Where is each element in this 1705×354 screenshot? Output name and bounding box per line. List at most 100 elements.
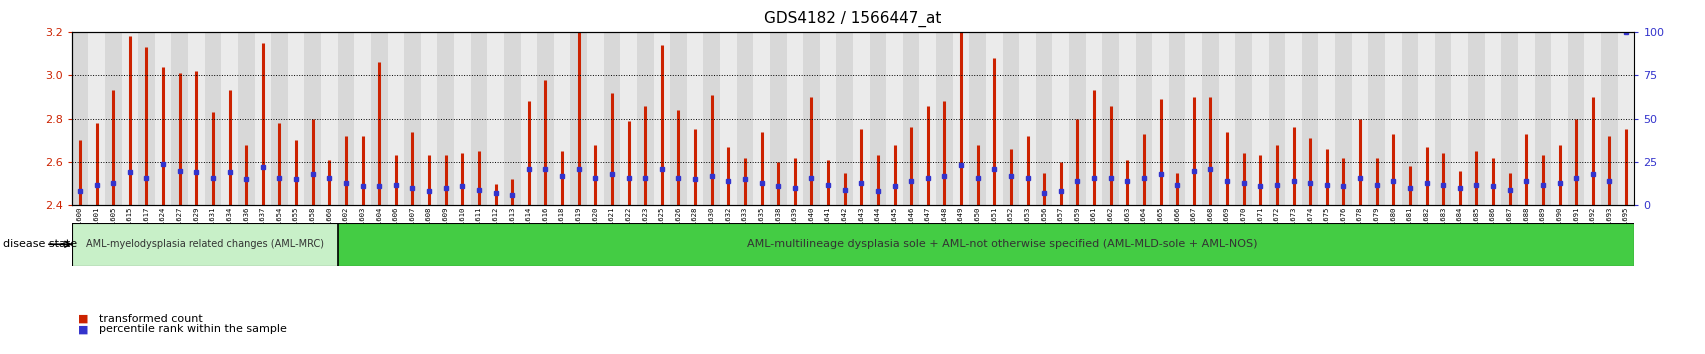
Bar	[985, 32, 1003, 205]
Bar	[488, 32, 503, 205]
Bar	[754, 32, 769, 205]
Bar	[121, 32, 138, 205]
Bar	[205, 32, 222, 205]
Bar	[1483, 32, 1500, 205]
Text: ■: ■	[78, 314, 89, 324]
Bar	[155, 32, 170, 205]
Text: ■: ■	[78, 324, 89, 334]
Bar	[569, 32, 587, 205]
Bar	[653, 32, 670, 205]
Bar	[587, 32, 604, 205]
Bar	[1251, 32, 1269, 205]
Bar	[1567, 32, 1584, 205]
Bar	[404, 32, 421, 205]
Bar	[1035, 32, 1052, 205]
Bar	[321, 32, 338, 205]
Bar	[803, 32, 820, 205]
Bar	[636, 32, 653, 205]
Text: GDS4182 / 1566447_at: GDS4182 / 1566447_at	[764, 11, 941, 27]
Bar	[1234, 32, 1251, 205]
Text: disease state: disease state	[3, 239, 77, 249]
Bar	[621, 32, 636, 205]
Bar	[737, 32, 754, 205]
Bar	[885, 32, 902, 205]
Bar	[936, 32, 951, 205]
Bar	[1402, 32, 1417, 205]
Bar	[338, 223, 1666, 266]
Bar	[902, 32, 919, 205]
Text: percentile rank within the sample: percentile rank within the sample	[99, 324, 286, 334]
Bar	[1318, 32, 1335, 205]
Bar	[1584, 32, 1601, 205]
Bar	[1151, 32, 1168, 205]
Bar	[188, 32, 205, 205]
Bar	[786, 32, 803, 205]
Bar	[89, 32, 104, 205]
Bar	[237, 32, 254, 205]
Text: transformed count: transformed count	[99, 314, 203, 324]
Bar	[919, 32, 936, 205]
Bar	[72, 32, 89, 205]
Bar	[370, 32, 387, 205]
Bar	[852, 32, 870, 205]
Bar	[1136, 32, 1151, 205]
Bar	[1534, 32, 1550, 205]
Bar	[1601, 32, 1616, 205]
Bar	[454, 32, 471, 205]
Bar	[1069, 32, 1084, 205]
Bar	[554, 32, 569, 205]
Bar	[170, 32, 188, 205]
Bar	[670, 32, 687, 205]
Bar	[1301, 32, 1318, 205]
Bar	[1434, 32, 1451, 205]
Bar	[338, 32, 355, 205]
Bar	[1616, 32, 1633, 205]
Bar	[288, 32, 303, 205]
Bar	[471, 32, 488, 205]
Bar	[1417, 32, 1434, 205]
Bar	[1202, 32, 1217, 205]
Bar	[604, 32, 621, 205]
Bar	[1018, 32, 1035, 205]
Bar	[1101, 32, 1118, 205]
Bar	[820, 32, 835, 205]
Bar	[537, 32, 554, 205]
Bar	[951, 32, 968, 205]
Bar	[835, 32, 852, 205]
Bar	[72, 223, 338, 266]
Bar	[1003, 32, 1018, 205]
Text: AML-multilineage dysplasia sole + AML-not otherwise specified (AML-MLD-sole + AM: AML-multilineage dysplasia sole + AML-no…	[747, 239, 1257, 249]
Bar	[1217, 32, 1234, 205]
Bar	[1084, 32, 1101, 205]
Bar	[254, 32, 271, 205]
Bar	[303, 32, 321, 205]
Bar	[1052, 32, 1069, 205]
Bar	[421, 32, 436, 205]
Bar	[1335, 32, 1350, 205]
Bar	[387, 32, 404, 205]
Bar	[769, 32, 786, 205]
Bar	[870, 32, 885, 205]
Bar	[968, 32, 985, 205]
Bar	[222, 32, 237, 205]
Bar	[1517, 32, 1534, 205]
Bar	[1168, 32, 1185, 205]
Bar	[520, 32, 537, 205]
Bar	[1468, 32, 1483, 205]
Bar	[1269, 32, 1284, 205]
Bar	[1284, 32, 1301, 205]
Bar	[1384, 32, 1402, 205]
Bar	[720, 32, 737, 205]
Bar	[1185, 32, 1202, 205]
Bar	[1500, 32, 1517, 205]
Bar	[1118, 32, 1136, 205]
Bar	[702, 32, 720, 205]
Bar	[436, 32, 454, 205]
Bar	[1350, 32, 1367, 205]
Bar	[1451, 32, 1468, 205]
Bar	[1550, 32, 1567, 205]
Bar	[355, 32, 370, 205]
Bar	[687, 32, 702, 205]
Bar	[271, 32, 288, 205]
Text: AML-myelodysplasia related changes (AML-MRC): AML-myelodysplasia related changes (AML-…	[85, 239, 324, 249]
